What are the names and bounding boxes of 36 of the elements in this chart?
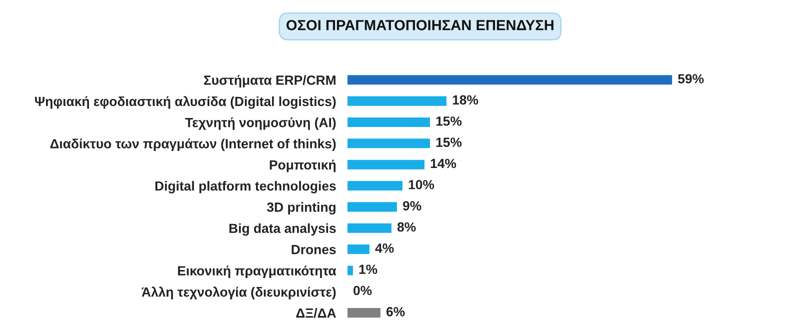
- y-tick-label: Ψηφιακή εφοδιαστική αλυσίδα (Digital logistics): [35, 96, 336, 109]
- bar: [347, 202, 397, 212]
- y-tick-label: Drones: [292, 244, 336, 254]
- data-label: 18%: [452, 95, 478, 105]
- data-label: 6%: [386, 307, 405, 316]
- y-tick-label: Διαδίκτυο των πραγμάτων (Internet of thinks): [50, 138, 336, 152]
- bar: [347, 160, 424, 170]
- data-label: 1%: [359, 264, 378, 274]
- bar: [347, 96, 446, 106]
- data-label: 15%: [436, 116, 462, 126]
- bar: [347, 138, 430, 148]
- data-label: 15%: [436, 138, 462, 147]
- data-label: 0%: [354, 286, 372, 296]
- data-label: 8%: [397, 222, 416, 232]
- data-label: 10%: [408, 180, 434, 190]
- chart-title: ΟΣΟΙ ΠΡΑΓΜΑΤΟΠΟΙΗΣΑΝ ΕΠΕΝΔΥΣΗ: [286, 20, 554, 30]
- bar: [347, 266, 353, 276]
- y-tick-label: Digital platform technologies: [155, 180, 336, 194]
- data-label: 4%: [375, 244, 394, 253]
- bar: [347, 117, 430, 127]
- bar: [347, 181, 402, 191]
- y-tick-label: Ρομποτική: [270, 160, 336, 172]
- y-tick-label: Big data analysis: [229, 223, 336, 236]
- data-label: 14%: [430, 158, 456, 168]
- y-tick-label: ΔΞ/ΔΑ: [296, 308, 336, 318]
- y-tick-label: Συστήματα ERP/CRM: [204, 75, 336, 88]
- bar: [347, 308, 380, 318]
- y-tick-label: Άλλη τεχνολογία (διευκρινίστε): [142, 286, 336, 300]
- y-tick-label: Εικονική πραγματικότητα: [178, 266, 336, 278]
- data-label: 59%: [678, 74, 704, 84]
- bar: [347, 75, 672, 85]
- bar: [347, 244, 370, 254]
- bar: [347, 223, 392, 233]
- y-tick-label: 3D printing: [267, 202, 336, 215]
- y-tick-label: Τεχνητή νοημοσύνη (AI): [185, 117, 336, 130]
- data-label: 9%: [402, 201, 422, 210]
